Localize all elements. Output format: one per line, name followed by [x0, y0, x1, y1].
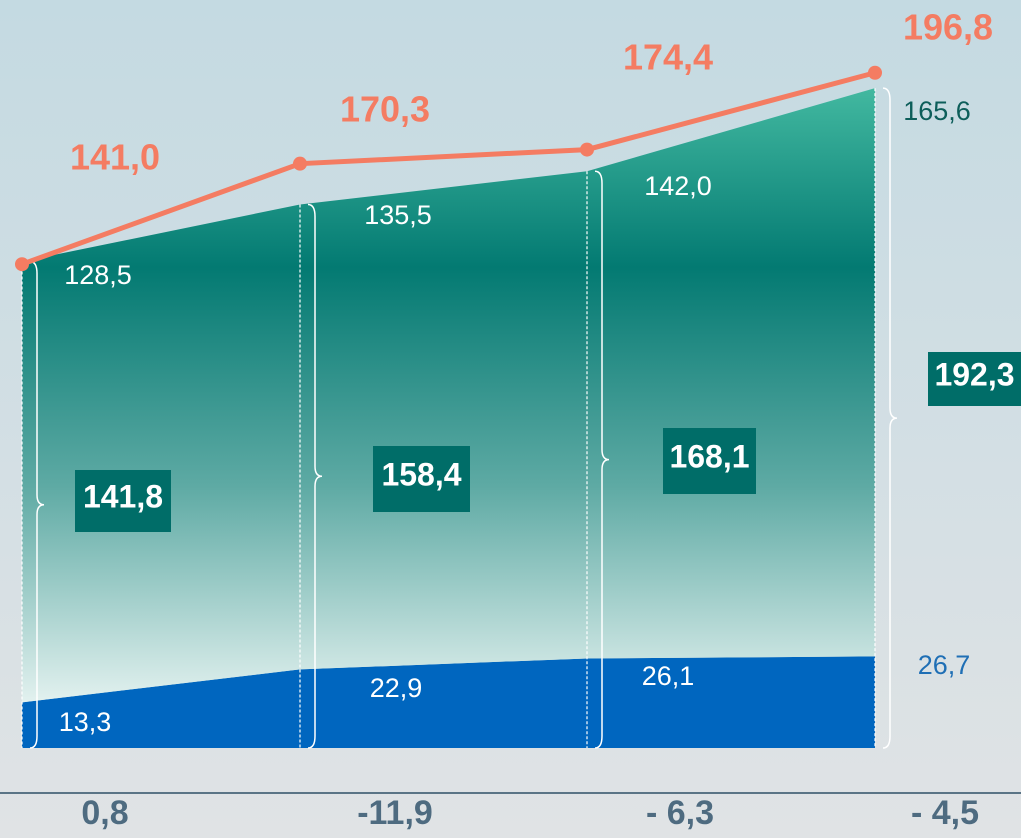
brace	[882, 87, 898, 749]
line-point	[580, 142, 594, 157]
lower-label: 26,7	[918, 650, 971, 680]
category-label: -11,9	[357, 794, 433, 832]
line-point	[868, 65, 882, 80]
total-box	[928, 352, 1021, 406]
brace	[29, 260, 45, 749]
total-label: 141,8	[83, 478, 163, 514]
line-point	[293, 156, 307, 171]
lower-label: 26,1	[642, 661, 695, 691]
line-point	[15, 257, 29, 272]
total-line	[21, 70, 876, 267]
category-label: 0,8	[81, 794, 128, 832]
line-label: 141,0	[70, 137, 160, 178]
total-label: 168,1	[669, 438, 749, 474]
total-box	[663, 428, 756, 494]
brace	[594, 170, 610, 749]
upper-label: 165,6	[903, 96, 971, 126]
total-label: 192,3	[934, 356, 1014, 392]
total-box	[373, 446, 470, 512]
line-label: 170,3	[340, 89, 430, 130]
category-label: - 6,3	[646, 794, 714, 832]
upper-label: 135,5	[364, 200, 432, 230]
area-lower	[22, 656, 875, 748]
line-label: 174,4	[623, 37, 713, 78]
upper-label: 128,5	[64, 260, 132, 290]
total-label: 158,4	[381, 456, 461, 492]
brace	[307, 203, 323, 749]
line-label: 196,8	[903, 7, 993, 48]
lower-label: 13,3	[59, 707, 112, 737]
area-upper	[22, 88, 875, 703]
category-label: - 4,5	[911, 794, 979, 832]
total-box	[75, 470, 171, 532]
lower-label: 22,9	[370, 673, 423, 703]
upper-label: 142,0	[644, 171, 712, 201]
